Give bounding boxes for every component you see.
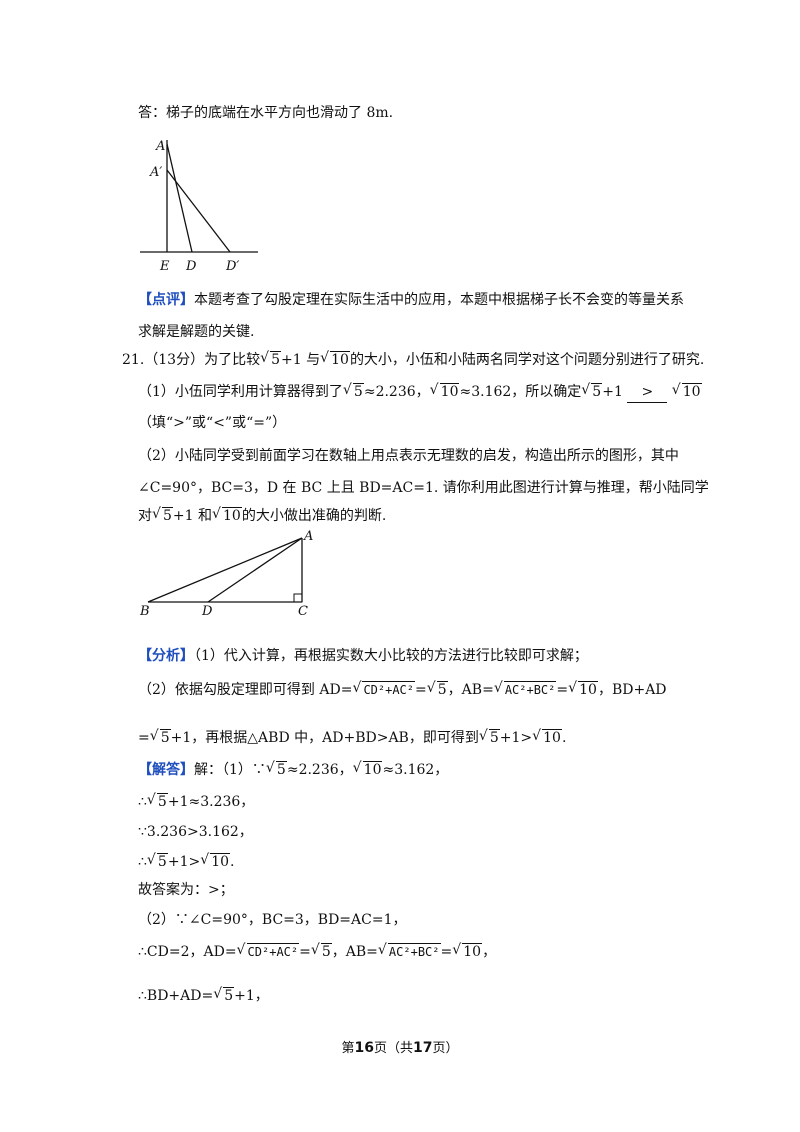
ladder-ad: [166, 143, 193, 253]
question-21-part2-line3: 对5+1 和10的大小做出准确的判断.: [138, 504, 386, 526]
answer-blank: >: [627, 382, 668, 403]
question-21-stem: 21.（13分）为了比较5+1 与10的大小，小伍和小陆两名同学对这个问题分别进…: [122, 348, 704, 370]
page-footer: 第16页（共17页）: [341, 1040, 459, 1056]
side-ba: [147, 537, 303, 603]
question-21-part2-line1: （2）小陆同学受到前面学习在数轴上用点表示无理数的启发，构造出所示的图形，其中: [138, 448, 679, 464]
label-d: D: [201, 604, 213, 618]
ladder-figure: A A′ E D D′: [140, 139, 258, 274]
label-c: C: [298, 604, 308, 618]
page-number: 16: [354, 1040, 374, 1056]
label-b: B: [139, 604, 150, 618]
label-a: A: [303, 529, 313, 544]
question-21-part2-line2: ∠C=90°，BC=3，D 在 BC 上且 BD=AC=1. 请你利用此图进行计…: [138, 480, 709, 496]
comment-tag: 【点评】: [138, 292, 194, 308]
page-total: 17: [413, 1040, 433, 1056]
solution-line-7: ∴CD=2，AD=CD²+AC²=5，AB=AC²+BC²=10，: [138, 940, 496, 962]
label-d-prime: D′: [225, 259, 239, 274]
question-21-hint: （填“>”或“<”或“=”）: [138, 415, 287, 431]
label-a-prime: A′: [149, 165, 162, 180]
solution-tag: 【解答】: [138, 762, 194, 778]
comment-line-1: 【点评】本题考查了勾股定理在实际生活中的应用，本题中根据梯子长不会变的等量关系: [138, 292, 684, 308]
comment-line-2: 求解是解题的关键.: [138, 324, 255, 340]
ladder-a2d2: [166, 169, 231, 253]
solution-line-1: 【解答】解：（1）∵5≈2.236，10≈3.162，: [138, 758, 448, 780]
side-da: [207, 537, 303, 603]
analysis-line-2: （2）依据勾股定理即可得到 AD=CD²+AC²=5，AB=AC²+BC²=10…: [138, 678, 667, 700]
label-a: A: [155, 139, 165, 154]
question-21-part1: （1）小伍同学利用计算器得到了5≈2.236，10≈3.162，所以确定5+1 …: [138, 380, 702, 403]
analysis-line-3: =5+1，再根据△ABD 中，AD+BD>AB，即可得到5+1>10.: [138, 726, 566, 748]
label-d: D: [185, 259, 197, 274]
label-e: E: [159, 259, 170, 274]
analysis-line-1: 【分析】（1）代入计算，再根据实数大小比较的方法进行比较即可求解；: [138, 648, 588, 664]
solution-line-5: 故答案为：>；: [138, 882, 234, 898]
answer-text: 答：梯子的底端在水平方向也滑动了 8m.: [138, 105, 394, 121]
analysis-tag: 【分析】: [138, 648, 194, 664]
triangle-figure: A B D C: [139, 529, 313, 618]
solution-line-2: ∴5+1≈3.236，: [138, 790, 254, 812]
solution-line-3: ∵3.236>3.162，: [138, 824, 253, 840]
solution-line-8: ∴BD+AD=5+1，: [138, 984, 269, 1006]
solution-line-4: ∴5+1>10.: [138, 850, 235, 872]
solution-line-6: （2）∵∠C=90°，BC=3，BD=AC=1，: [138, 912, 407, 928]
right-angle-mark: [293, 593, 303, 603]
